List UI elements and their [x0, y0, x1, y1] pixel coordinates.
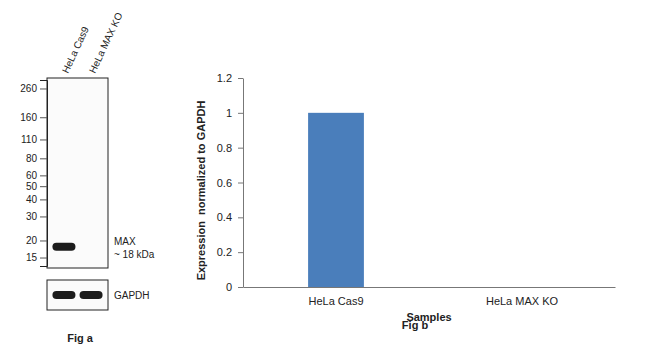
panel-caption: Fig b [402, 319, 429, 331]
loading-control-band [80, 291, 103, 299]
ladder-label: 110 [21, 134, 37, 145]
y-tick-label: 1.2 [217, 72, 232, 84]
y-tick-label: 0.4 [217, 211, 232, 223]
y-tick-mark [238, 113, 243, 114]
loading-control-frame [47, 280, 108, 310]
ladder-tick: 20 [26, 235, 47, 246]
ladder-label: 20 [26, 235, 38, 246]
y-tick-label: 0.6 [217, 177, 232, 189]
panel-caption: Fig a [67, 332, 94, 344]
y-axis: 0 0.2 0.4 0.6 0.8 1 1.2 [217, 72, 244, 293]
ladder-label: 260 [20, 83, 37, 94]
y-tick-label: 1 [226, 107, 232, 119]
ladder-tick: 40 [26, 194, 47, 205]
band-size-label: ~ 18 kDa [114, 249, 155, 260]
x-tick-label: HeLa MAX KO [486, 295, 559, 307]
blot-frame [47, 78, 108, 268]
ladder-tick-mark [40, 258, 47, 259]
y-tick-label: 0.2 [217, 246, 232, 258]
ladder-label: 50 [26, 181, 38, 192]
ladder-tick: 50 [26, 181, 47, 192]
ladder-tick-mark [40, 240, 47, 241]
loading-control-label: GAPDH [114, 290, 150, 301]
y-tick-mark [238, 252, 243, 253]
protein-band [52, 243, 75, 251]
y-tick-label: 0 [226, 281, 232, 293]
y-tick: 0.8 [217, 142, 243, 154]
ladder-line [40, 81, 48, 267]
y-axis-line [243, 79, 244, 288]
western-blot: 260 160 110 80 6050 40 30 20 15 HeLa Cas9HeLa MAX… [20, 11, 154, 310]
y-tick-mark [238, 148, 243, 149]
y-tick: 0 [226, 281, 243, 293]
ladder-tick-mark [40, 158, 47, 159]
ladder-label: 15 [26, 252, 38, 263]
ladder-label: 30 [26, 211, 38, 222]
y-tick: 1 [226, 107, 243, 119]
bars [308, 113, 364, 287]
x-tick-label: HeLa Cas9 [308, 295, 363, 307]
ladder-tick-mark [40, 175, 47, 176]
x-axis: HeLa Cas9 HeLa MAX KO [244, 287, 616, 307]
band-label: MAX [114, 236, 136, 247]
y-tick-label: 0.8 [217, 142, 232, 154]
ladder-tick-mark [40, 186, 47, 187]
ladder-tick: 80 [26, 153, 47, 164]
y-tick-mark [238, 78, 243, 79]
loading-control-band [52, 291, 75, 299]
ladder-tick-mark [40, 139, 47, 140]
lane-label: HeLa MAX KO [87, 11, 125, 75]
ladder-tick: 60 [26, 170, 47, 181]
bar-chart: 0 0.2 0.4 0.6 0.8 1 1.2 HeLa Cas9 HeLa MAX KO [217, 72, 616, 307]
ladder-tick-mark [40, 216, 47, 217]
marker-ladder: 260 160 110 80 6050 40 30 20 15 [20, 81, 47, 267]
figure: 26016011080605040302015HeLa Cas9HeLa MAX… [0, 0, 650, 363]
y-tick: 0.2 [217, 246, 243, 258]
y-tick: 0.4 [217, 211, 243, 223]
y-tick-mark [238, 183, 243, 184]
ladder-label: 60 [26, 170, 38, 181]
ladder-tick: 110 [21, 134, 47, 145]
ladder-tick: 160 [20, 112, 47, 123]
ladder-tick: 15 [26, 252, 47, 263]
y-axis-title: Expression normalized to GAPDH [195, 101, 207, 281]
ladder-label: 160 [20, 112, 37, 123]
x-tick: HeLa Cas9 [308, 287, 363, 307]
y-tick: 1.2 [217, 72, 243, 84]
ladder-tick-mark [40, 88, 47, 89]
ladder-tick-mark [40, 117, 47, 118]
bar [494, 287, 550, 288]
y-tick-mark [238, 287, 243, 288]
ladder-tick: 260 [20, 83, 47, 94]
x-tick: HeLa MAX KO [486, 287, 559, 307]
bar [308, 113, 364, 287]
y-tick-mark [238, 217, 243, 218]
x-axis-line [244, 287, 616, 288]
ladder-label: 80 [26, 153, 38, 164]
ladder-tick-mark [40, 199, 47, 200]
ladder-label: 40 [26, 194, 38, 205]
lane-label: HeLa Cas9 [60, 24, 91, 74]
ladder-tick: 30 [26, 211, 47, 222]
y-tick: 0.6 [217, 177, 243, 189]
